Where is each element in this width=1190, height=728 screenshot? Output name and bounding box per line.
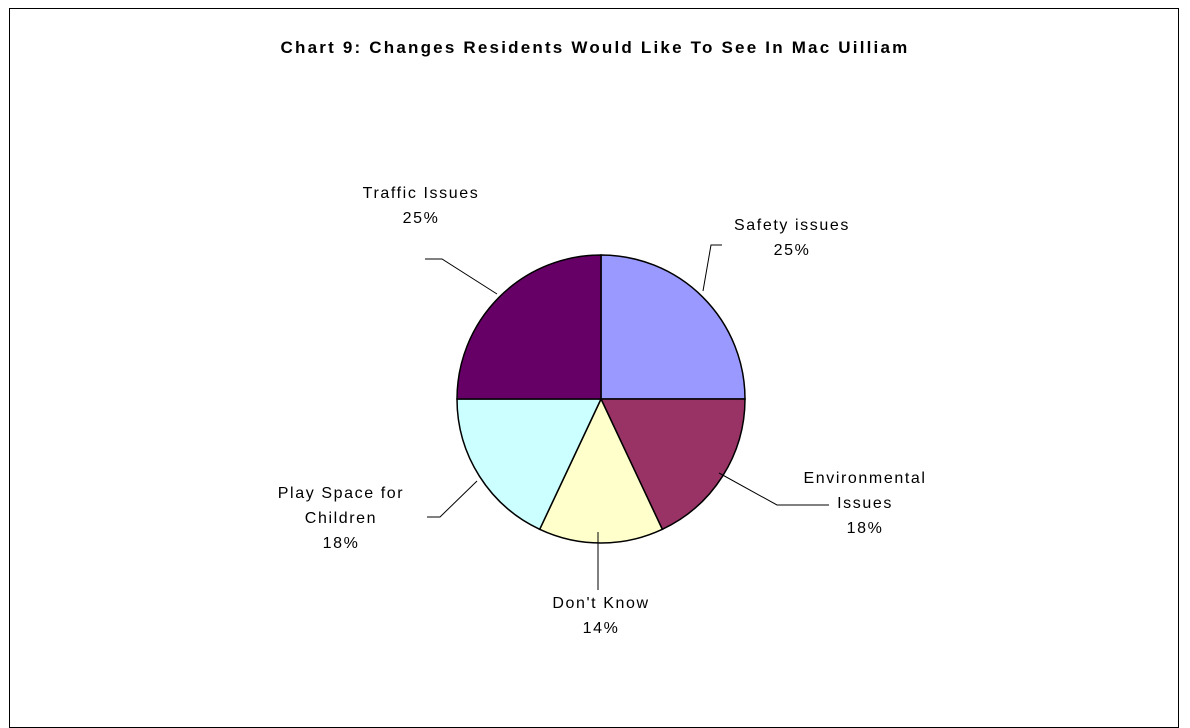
data-label-percent: 25% xyxy=(403,210,440,227)
pie-slice-traffic-issues xyxy=(456,254,602,400)
pie-slice-play-space-for-children xyxy=(456,398,603,531)
data-label-category: Don't Know xyxy=(552,595,649,612)
data-label-category: Traffic Issues xyxy=(363,185,480,202)
data-label-category: Issues xyxy=(837,495,893,512)
leader-line-environmental-issues xyxy=(718,472,829,506)
chart-title: Chart 9: Changes Residents Would Like To… xyxy=(280,38,910,57)
data-label-percent: 18% xyxy=(323,535,360,552)
data-label-percent: 25% xyxy=(774,242,811,259)
pie-chart: Safety issues 25% Environmental Issues 18% Do… xyxy=(278,185,926,637)
data-label-play-space-for-children: Play Space for Children 18% xyxy=(278,485,404,552)
data-label-environmental-issues: Environmental Issues 18% xyxy=(803,470,926,537)
pie-slice-safety-issues xyxy=(600,254,746,400)
data-label-category: Play Space for xyxy=(278,485,404,502)
pie-slice-don-t-know xyxy=(538,397,664,544)
data-label-traffic-issues: Traffic Issues 25% xyxy=(363,185,480,227)
leader-line-play-space-for-children xyxy=(427,480,478,518)
pie-slice-environmental-issues xyxy=(599,398,746,531)
data-label-category: Environmental xyxy=(803,470,926,487)
data-label-don-t-know: Don't Know 14% xyxy=(552,595,649,637)
leader-line-traffic-issues xyxy=(425,258,498,295)
leader-line-safety-issues xyxy=(702,244,722,292)
data-label-percent: 18% xyxy=(847,520,884,537)
data-label-safety-issues: Safety issues 25% xyxy=(734,217,850,259)
data-label-percent: 14% xyxy=(583,620,620,637)
data-label-category: Children xyxy=(305,510,377,527)
data-label-category: Safety issues xyxy=(734,217,850,234)
